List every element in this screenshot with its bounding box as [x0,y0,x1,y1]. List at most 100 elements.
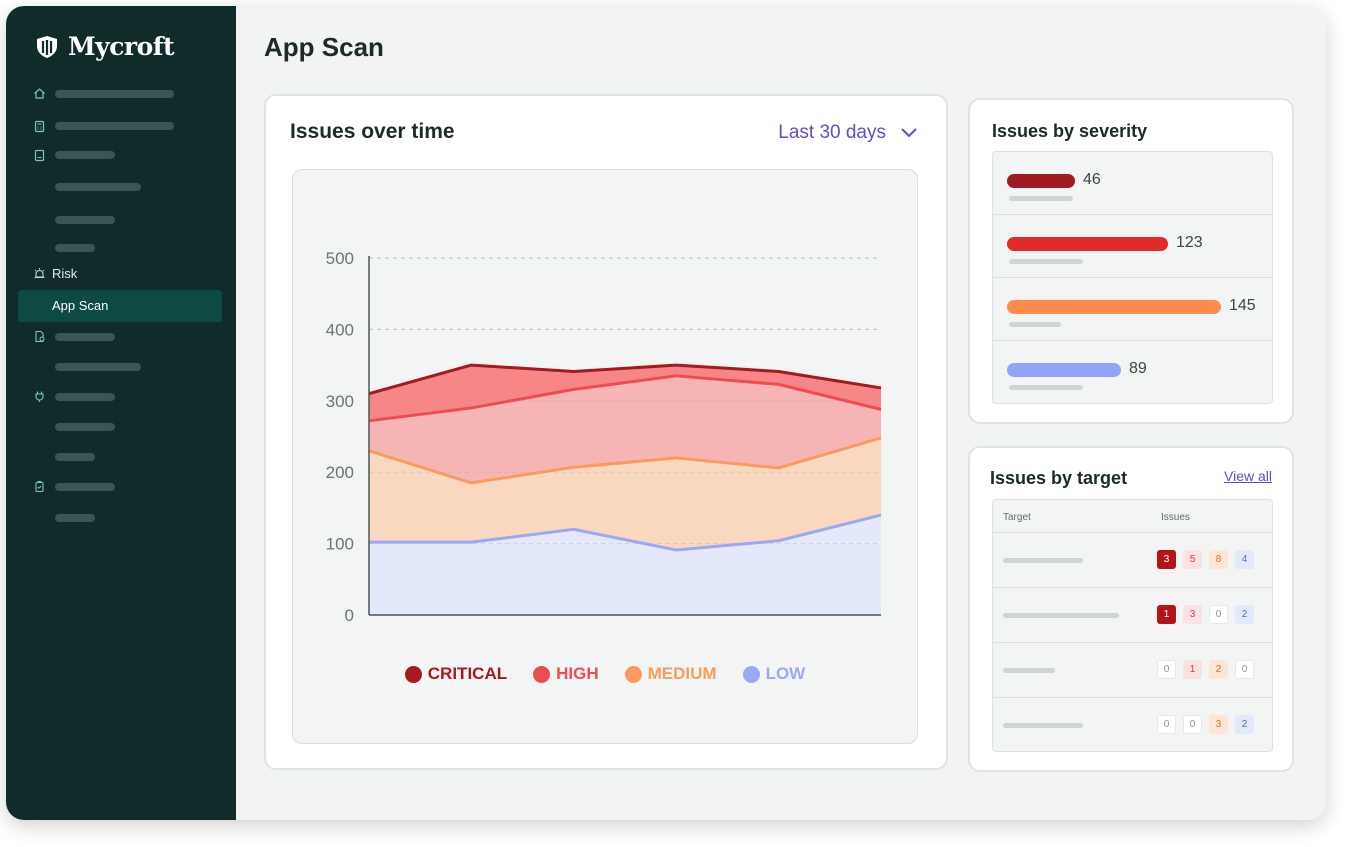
legend-item-critical[interactable]: CRITICAL [404,664,507,684]
legend-item-high[interactable]: HIGH [533,664,599,684]
y-tick-label: 0 [345,606,354,625]
chart-container: 0 100 200 300 400 500 CRITICAL HIGH MEDIUM LOW [292,169,918,744]
sidebar-subitem-2[interactable] [55,216,115,224]
legend-item-medium[interactable]: MEDIUM [624,664,717,684]
severity-list: 46 123 145 89 [992,151,1273,404]
low-count-badge: 0 [1235,660,1254,679]
issues-area-chart: 0 100 200 300 400 500 [326,249,882,625]
high-count-badge: 3 [1183,605,1202,624]
sidebar: Mycroft Risk App Scan [6,6,236,820]
logo[interactable]: Mycroft [34,32,175,61]
sidebar-item-2[interactable] [55,122,174,130]
severity-caption-placeholder [1009,196,1073,201]
low-count-badge: 4 [1235,550,1254,569]
sidebar-item-risk[interactable]: Risk [52,266,78,281]
severity-caption-placeholder [1009,385,1083,390]
issue-badges: 1 3 0 2 [1157,605,1254,624]
critical-count-badge: 1 [1157,605,1176,624]
book-icon [34,149,45,162]
date-range-label: Last 30 days [778,122,886,143]
target-name-placeholder [1003,613,1119,618]
sidebar-item-app-scan-label: App Scan [52,298,109,313]
high-count-badge: 5 [1183,550,1202,569]
issues-by-target-title: Issues by target [990,468,1128,488]
chevron-down-icon [901,128,917,138]
legend-dot [624,665,642,683]
view-all-link[interactable]: View all [1224,468,1272,484]
severity-caption-placeholder [1009,322,1061,327]
table-row[interactable]: 1 3 0 2 [993,587,1272,642]
legend-label: MEDIUM [647,664,717,683]
y-tick-label: 100 [326,535,354,554]
severity-row-high[interactable]: 123 [993,215,1272,278]
column-header-target[interactable]: Target [1003,512,1031,523]
sidebar-item-5[interactable] [55,333,115,341]
document-gear-icon [35,330,45,343]
sidebar-subitem-6[interactable] [55,453,95,461]
line-low [369,513,882,552]
main-content: App Scan Issues over time Last 30 days 0… [236,6,1326,820]
sidebar-item-app-scan[interactable]: App Scan [18,290,222,322]
severity-row-critical[interactable]: 46 [993,152,1272,215]
sidebar-item-7[interactable] [55,483,115,491]
y-tick-label: 400 [326,320,354,339]
sidebar-subitem-4[interactable] [55,363,141,371]
severity-value: 145 [1229,297,1256,314]
high-count-badge: 1 [1183,660,1202,679]
sidebar-subitem-3[interactable] [55,244,95,252]
table-row[interactable]: 0 0 3 2 [993,697,1272,752]
home-icon [34,88,45,99]
targets-table: Target Issues 3 5 8 4 1 3 [992,499,1273,752]
legend-dot [533,665,551,683]
issue-badges: 0 1 2 0 [1157,660,1254,679]
medium-count-badge: 8 [1209,550,1228,569]
column-header-issues[interactable]: Issues [1161,512,1190,523]
chart-legend: CRITICAL HIGH MEDIUM LOW [293,664,917,684]
low-count-badge: 2 [1235,715,1254,734]
table-row[interactable]: 3 5 8 4 [993,532,1272,587]
severity-value: 89 [1129,360,1147,377]
issues-by-target-card: Issues by target View all Target Issues … [968,446,1294,772]
target-name-placeholder [1003,723,1083,728]
issue-badges: 3 5 8 4 [1157,550,1254,569]
severity-bar [1007,174,1075,188]
app-window: Mycroft Risk App Scan [6,6,1326,820]
critical-count-badge: 0 [1157,715,1176,734]
medium-count-badge: 0 [1209,605,1228,624]
high-count-badge: 0 [1183,715,1202,734]
line-medium [368,436,882,485]
sidebar-subitem-7[interactable] [55,514,95,522]
y-tick-label: 300 [326,392,354,411]
date-range-dropdown[interactable]: Last 30 days [778,122,918,144]
target-name-placeholder [1003,668,1055,673]
issues-by-severity-title: Issues by severity [992,121,1148,141]
severity-value: 46 [1083,171,1101,188]
sidebar-subitem-5[interactable] [55,423,115,431]
sidebar-item-6[interactable] [55,393,115,401]
sidebar-item-1[interactable] [55,90,174,98]
alarm-icon [34,268,45,279]
legend-item-low[interactable]: LOW [742,664,805,684]
severity-bar [1007,300,1221,314]
issue-badges: 0 0 3 2 [1157,715,1254,734]
line-high [368,374,882,423]
target-name-placeholder [1003,558,1083,563]
legend-dot [742,665,760,683]
issues-over-time-title: Issues over time [290,120,455,143]
medium-count-badge: 2 [1209,660,1228,679]
line-critical [368,363,882,396]
y-tick-label: 500 [326,249,354,268]
table-row[interactable]: 0 1 2 0 [993,642,1272,697]
y-tick-label: 200 [326,463,354,482]
sidebar-item-3[interactable] [55,151,115,159]
severity-value: 123 [1176,234,1203,251]
issues-over-time-card: Issues over time Last 30 days 0 100 200 300… [264,94,948,770]
page-title: App Scan [264,32,384,62]
severity-row-medium[interactable]: 145 [993,278,1272,341]
severity-bar [1007,237,1168,251]
critical-count-badge: 3 [1157,550,1176,569]
severity-row-low[interactable]: 89 [993,341,1272,404]
app-name: Mycroft [68,32,175,61]
clipboard-icon [35,481,44,493]
sidebar-subitem-1[interactable] [55,183,141,191]
